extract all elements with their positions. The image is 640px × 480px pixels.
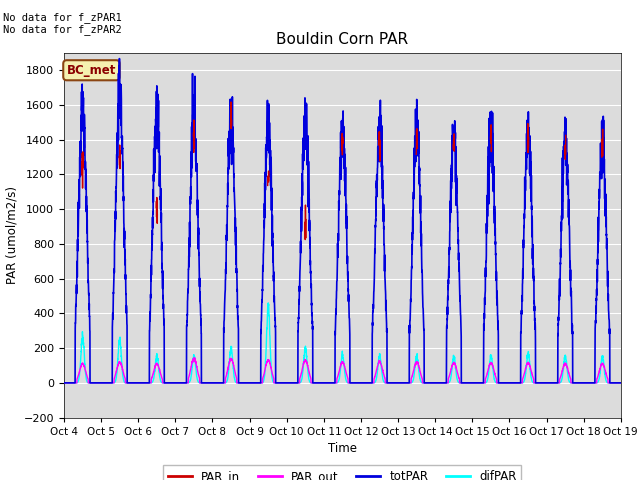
Text: No data for f_zPAR1
No data for f_zPAR2: No data for f_zPAR1 No data for f_zPAR2 xyxy=(3,12,122,36)
Legend: PAR_in, PAR_out, totPAR, difPAR: PAR_in, PAR_out, totPAR, difPAR xyxy=(163,466,522,480)
Title: Bouldin Corn PAR: Bouldin Corn PAR xyxy=(276,33,408,48)
Text: BC_met: BC_met xyxy=(67,64,116,77)
Y-axis label: PAR (umol/m2/s): PAR (umol/m2/s) xyxy=(5,186,18,284)
X-axis label: Time: Time xyxy=(328,442,357,455)
